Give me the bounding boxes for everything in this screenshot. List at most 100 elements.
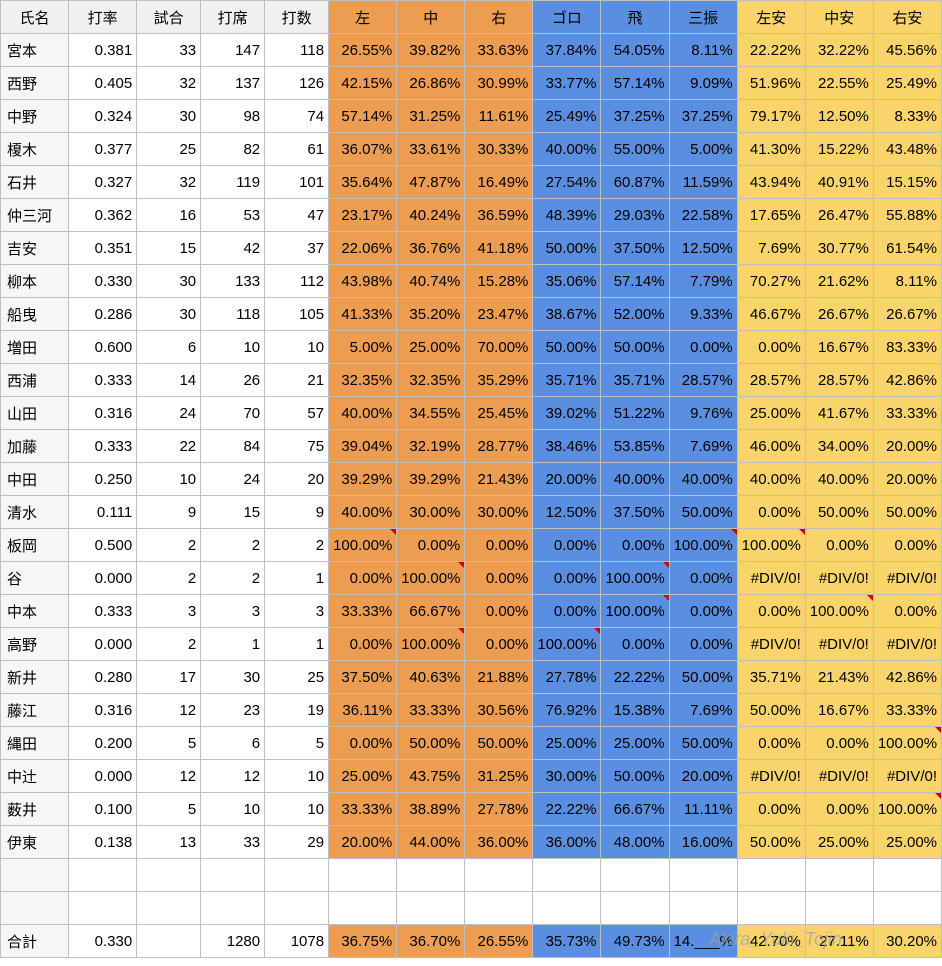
stats-table: 氏名 打率 試合 打席 打数 左 中 右 ゴロ 飛 三振 左安 中安 右安 宮本… [0,0,942,958]
cell-left: 37.50% [329,661,397,694]
col-ch: 中安 [805,1,873,34]
cell-avg: 0.333 [69,595,137,628]
cell-games: 3 [137,595,201,628]
cell-left: 22.06% [329,232,397,265]
cell-name: 西浦 [1,364,69,397]
cell-ch: 27.11% [805,925,873,958]
empty-cell [805,859,873,892]
cell-lh: 100.00% [737,529,805,562]
cell-name: 縄田 [1,727,69,760]
cell-fly: 0.00% [601,529,669,562]
cell-go: 0.00% [533,562,601,595]
table-row: 縄田0.2005650.00%50.00%50.00%25.00%25.00%5… [1,727,942,760]
cell-left: 35.64% [329,166,397,199]
empty-cell [69,859,137,892]
cell-pa: 30 [201,661,265,694]
cell-games [137,925,201,958]
cell-games: 32 [137,67,201,100]
cell-pa: 70 [201,397,265,430]
cell-ab: 57 [265,397,329,430]
cell-lh: 50.00% [737,826,805,859]
table-row: 山田0.31624705740.00%34.55%25.45%39.02%51.… [1,397,942,430]
cell-left: 100.00% [329,529,397,562]
cell-rh: 33.33% [873,694,941,727]
cell-lh: 0.00% [737,727,805,760]
empty-cell [465,859,533,892]
cell-name: 中野 [1,100,69,133]
table-row: 船曳0.2863011810541.33%35.20%23.47%38.67%5… [1,298,942,331]
cell-ab: 75 [265,430,329,463]
cell-ch: 100.00% [805,595,873,628]
cell-so: 100.00% [669,529,737,562]
cell-lh: 79.17% [737,100,805,133]
cell-go: 39.02% [533,397,601,430]
cell-name: 加藤 [1,430,69,463]
cell-ab: 74 [265,100,329,133]
cell-games: 12 [137,760,201,793]
cell-lh: 46.67% [737,298,805,331]
cell-ch: #DIV/0! [805,562,873,595]
cell-go: 12.50% [533,496,601,529]
cell-pa: 3 [201,595,265,628]
table-row: 清水0.111915940.00%30.00%30.00%12.50%37.50… [1,496,942,529]
cell-games: 25 [137,133,201,166]
cell-ab: 61 [265,133,329,166]
cell-center: 50.00% [397,727,465,760]
cell-rh: 0.00% [873,529,941,562]
cell-pa: 1280 [201,925,265,958]
empty-cell [601,859,669,892]
table-row: 谷0.0002210.00%100.00%0.00%0.00%100.00%0.… [1,562,942,595]
cell-rh: 15.15% [873,166,941,199]
cell-center: 26.86% [397,67,465,100]
cell-games: 24 [137,397,201,430]
cell-avg: 0.000 [69,562,137,595]
cell-rh: 100.00% [873,727,941,760]
header-row: 氏名 打率 試合 打席 打数 左 中 右 ゴロ 飛 三振 左安 中安 右安 [1,1,942,34]
cell-games: 17 [137,661,201,694]
cell-right: 0.00% [465,529,533,562]
cell-go: 76.92% [533,694,601,727]
cell-left: 32.35% [329,364,397,397]
cell-right: 50.00% [465,727,533,760]
empty-cell [669,892,737,925]
cell-center: 39.29% [397,463,465,496]
cell-rh: 33.33% [873,397,941,430]
empty-cell [1,892,69,925]
cell-ab: 21 [265,364,329,397]
cell-rh: #DIV/0! [873,562,941,595]
cell-pa: 33 [201,826,265,859]
cell-name: 宮本 [1,34,69,67]
cell-center: 39.82% [397,34,465,67]
cell-so: 0.00% [669,595,737,628]
cell-games: 30 [137,265,201,298]
cell-left: 0.00% [329,727,397,760]
cell-pa: 2 [201,562,265,595]
col-name: 氏名 [1,1,69,34]
cell-lh: #DIV/0! [737,562,805,595]
cell-name: 榎木 [1,133,69,166]
cell-ch: 26.47% [805,199,873,232]
table-row: 伊東0.13813332920.00%44.00%36.00%36.00%48.… [1,826,942,859]
cell-rh: 45.56% [873,34,941,67]
cell-center: 25.00% [397,331,465,364]
cell-pa: 53 [201,199,265,232]
cell-go: 48.39% [533,199,601,232]
cell-avg: 0.286 [69,298,137,331]
empty-cell [873,859,941,892]
cell-pa: 15 [201,496,265,529]
cell-ch: 40.00% [805,463,873,496]
cell-pa: 12 [201,760,265,793]
cell-go: 27.54% [533,166,601,199]
cell-center: 33.33% [397,694,465,727]
cell-rh: #DIV/0! [873,628,941,661]
table-row: 西野0.4053213712642.15%26.86%30.99%33.77%5… [1,67,942,100]
cell-so: 11.11% [669,793,737,826]
empty-cell [873,892,941,925]
cell-fly: 55.00% [601,133,669,166]
cell-fly: 57.14% [601,265,669,298]
cell-pa: 6 [201,727,265,760]
cell-ch: 34.00% [805,430,873,463]
table-row: 増田0.600610105.00%25.00%70.00%50.00%50.00… [1,331,942,364]
cell-right: 26.55% [465,925,533,958]
cell-center: 32.35% [397,364,465,397]
